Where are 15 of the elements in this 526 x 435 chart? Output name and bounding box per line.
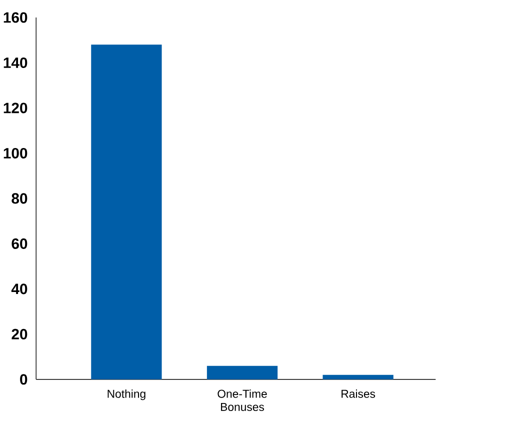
y-tick-label: 120 (4, 102, 28, 114)
x-tick-label: Raises (342, 390, 376, 398)
y-tick-label: 40 (11, 284, 28, 294)
x-tick-label: Nothing (108, 390, 146, 400)
y-tick-label: 140 (4, 58, 28, 68)
bar (206, 366, 278, 380)
y-tick-label: 160 (4, 12, 28, 23)
bar (322, 375, 394, 380)
y-tick-label: 80 (12, 193, 28, 204)
y-tick-label: 0 (20, 374, 28, 385)
y-tick-label: 100 (4, 148, 28, 159)
y-tick-label: 20 (12, 329, 28, 340)
y-tick-label: 60 (12, 238, 28, 250)
x-tick-label: One-Time Bonuses (218, 390, 267, 412)
bar (91, 44, 162, 380)
